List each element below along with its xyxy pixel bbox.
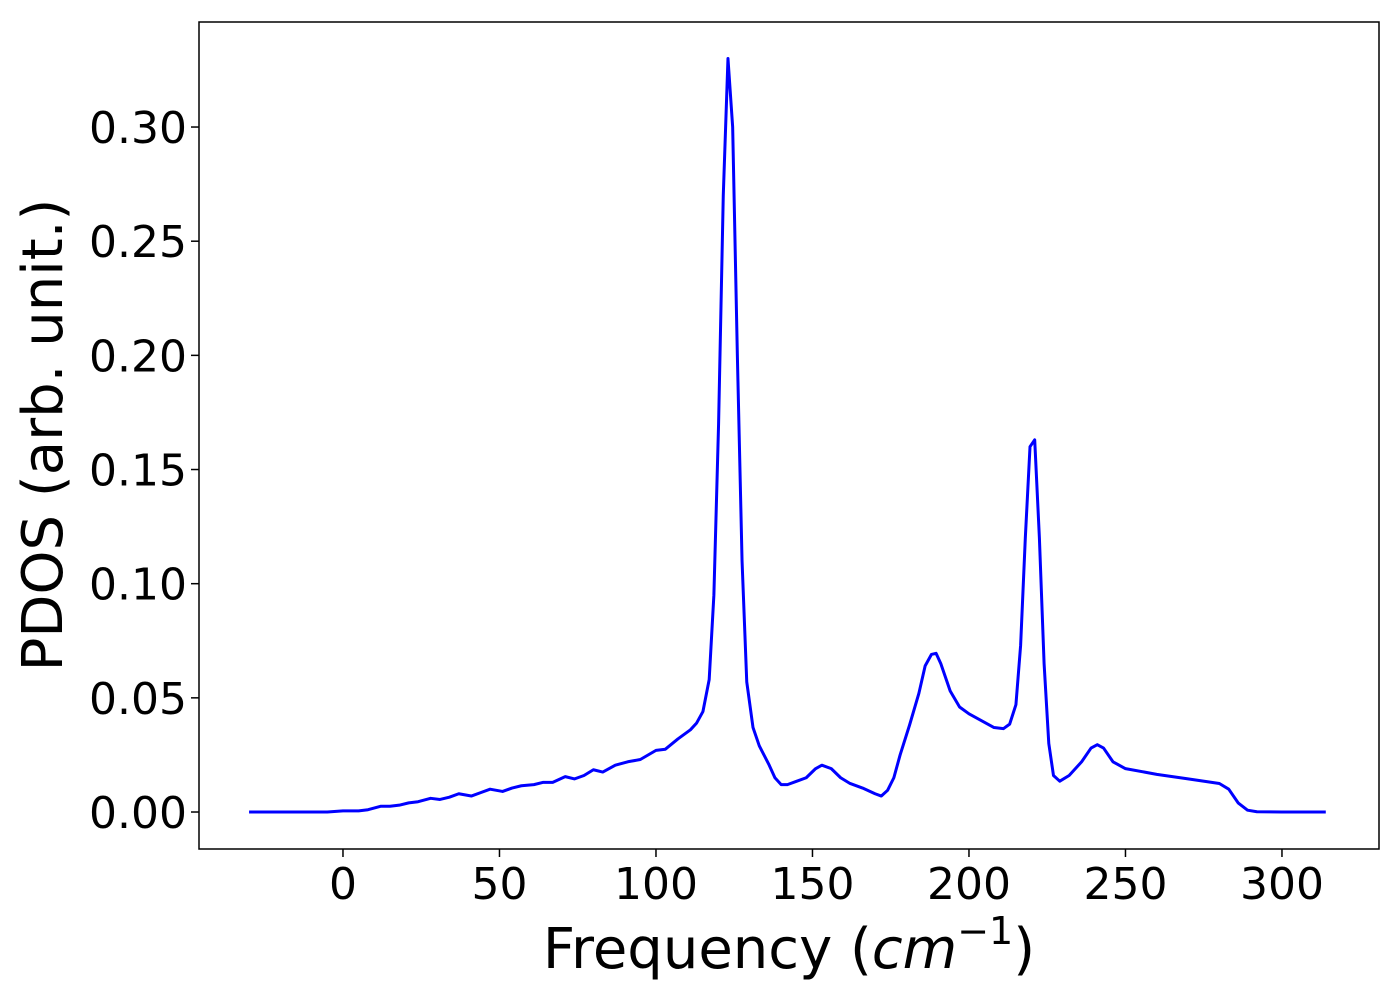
x-axis-label-part: cm — [872, 917, 957, 982]
x-axis-label-part: −1 — [957, 909, 1013, 953]
y-tick-label: 0.25 — [89, 217, 187, 268]
x-tick-label: 300 — [1240, 859, 1324, 910]
x-tick-label: 0 — [329, 859, 357, 910]
y-tick-label: 0.05 — [89, 674, 187, 725]
x-tick-label: 150 — [770, 859, 854, 910]
x-axis-label: Frequency (cm−1) — [543, 909, 1035, 982]
x-axis-label-part: ) — [1013, 917, 1035, 982]
y-tick-label: 0.30 — [89, 103, 187, 154]
plot-frame — [198, 21, 1380, 850]
x-tick-label: 200 — [927, 859, 1011, 910]
x-tick-label: 250 — [1083, 859, 1167, 910]
y-tick-label: 0.20 — [89, 331, 187, 382]
x-tick-label: 100 — [614, 859, 698, 910]
y-tick-label: 0.10 — [89, 560, 187, 611]
data-line — [249, 57, 1326, 814]
y-tick-label: 0.15 — [89, 446, 187, 497]
x-tick-label: 50 — [471, 859, 527, 910]
y-axis-label: PDOS (arb. unit.) — [11, 199, 76, 672]
x-axis-label-part: Frequency ( — [543, 917, 872, 982]
y-tick-label: 0.00 — [89, 788, 187, 839]
